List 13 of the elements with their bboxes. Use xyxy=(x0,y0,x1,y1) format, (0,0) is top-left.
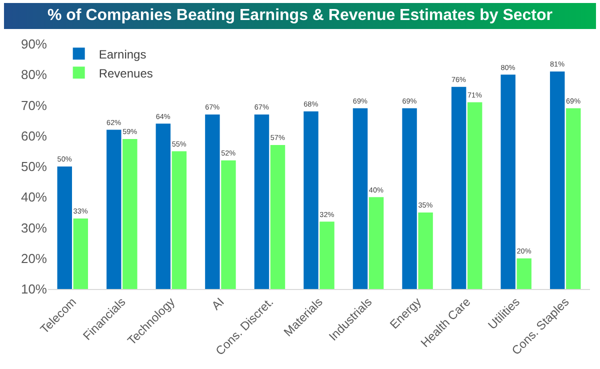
y-tick-label: 90% xyxy=(20,36,48,52)
chart-title: % of Companies Beating Earnings & Revenue Estimates by Sector xyxy=(4,3,596,29)
y-tick-label: 70% xyxy=(20,98,48,113)
y-tick-label: 20% xyxy=(20,250,48,266)
y-tick-label: 30% xyxy=(20,220,48,236)
y-tick-label: 40% xyxy=(20,190,48,205)
x-tick-label: AI xyxy=(208,294,227,313)
legend-label: Earnings xyxy=(98,47,146,62)
y-tick-label: 50% xyxy=(20,159,48,174)
y-tick-label: 10% xyxy=(20,282,48,297)
y-tick-label: 80% xyxy=(20,67,48,82)
y-tick-label: 60% xyxy=(20,128,48,144)
legend-label: Revenues xyxy=(98,66,153,80)
